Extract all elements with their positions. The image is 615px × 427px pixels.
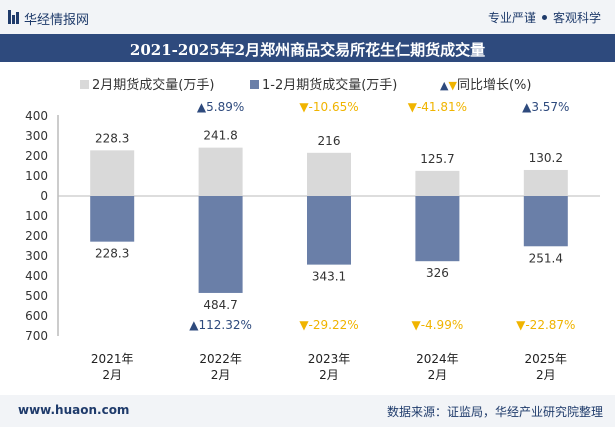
x-tick-label-year: 2025年: [525, 352, 568, 366]
x-tick-label-year: 2023年: [308, 352, 351, 366]
data-label-monthly: 125.7: [420, 152, 454, 166]
y-tick-label: 200: [25, 229, 48, 243]
growth-label-cumulative: ▼-22.87%: [516, 318, 575, 332]
y-tick-label: 300: [25, 129, 48, 143]
bar-monthly: [198, 147, 243, 196]
y-tick-label: 200: [25, 149, 48, 163]
legend-item-monthly: 2月期货成交量(万手): [80, 74, 214, 93]
growth-label-cumulative: ▼-29.22%: [299, 318, 358, 332]
y-tick-label: 100: [25, 169, 48, 183]
legend-label-cumulative: 1-2月期货成交量(万手): [262, 78, 398, 93]
bar-cumulative: [523, 196, 568, 247]
legend-label-growth: 同比增长(%): [456, 78, 532, 93]
data-label-monthly: 216: [318, 134, 341, 148]
growth-label-monthly: ▲5.89%: [197, 100, 244, 114]
slogan-right: 客观科学: [552, 11, 601, 25]
bar-monthly: [415, 170, 460, 196]
y-tick-label: 100: [25, 209, 48, 223]
x-tick-label-year: 2024年: [416, 352, 459, 366]
growth-label-monthly: ▲3.57%: [522, 100, 569, 114]
x-tick-label-month: 2月: [102, 368, 122, 382]
y-tick-label: 400: [25, 269, 48, 283]
bar-cumulative: [90, 196, 135, 242]
bar-cumulative: [198, 196, 243, 293]
y-tick-label: 500: [25, 289, 48, 303]
chart-plot: 400 300 200 100 0 100 200 300 400 500 600 700 228.3 2…: [25, 100, 600, 382]
x-tick-label-month: 2月: [428, 368, 448, 382]
growth-label-cumulative: ▲112.32%: [189, 318, 252, 332]
x-tick-label-month: 2月: [319, 368, 339, 382]
y-tick-label: 400: [25, 109, 48, 123]
data-label-cumulative: 326: [426, 266, 449, 280]
footer-url: www.huaon.com: [18, 403, 130, 417]
x-tick-label-month: 2月: [536, 368, 556, 382]
x-tick-label-month: 2月: [211, 368, 231, 382]
bar-cumulative: [307, 196, 351, 265]
legend-swatch-monthly: [80, 80, 89, 89]
y-tick-label: 300: [25, 249, 48, 263]
data-label-cumulative: 484.7: [203, 298, 237, 312]
data-label-monthly: 241.8: [203, 129, 237, 143]
brand-name: 华经情报网: [24, 13, 90, 28]
data-label-cumulative: 251.4: [529, 251, 563, 265]
triangle-down-icon: ▼: [448, 79, 457, 92]
data-label-monthly: 130.2: [529, 151, 563, 165]
slogan-left: 专业严谨: [487, 11, 536, 25]
legend-label-monthly: 2月期货成交量(万手): [92, 78, 215, 93]
triangle-up-icon: ▲: [440, 79, 449, 92]
growth-label-monthly: ▼-10.65%: [299, 100, 358, 114]
top-banner: 华经情报网 专业严谨 客观科学: [0, 0, 615, 34]
chart-legend: 2月期货成交量(万手) 1-2月期货成交量(万手) ▲▼同比增长(%): [0, 74, 615, 93]
growth-label-monthly: ▼-41.81%: [408, 100, 467, 114]
legend-swatch-cumulative: [250, 80, 259, 89]
chart-title: 2021-2025年2月郑州商品交易所花生仁期货成交量: [129, 41, 486, 59]
x-tick-label-year: 2021年: [91, 352, 134, 366]
y-tick-label: 0: [40, 189, 48, 203]
title-bar: 2021-2025年2月郑州商品交易所花生仁期货成交量: [0, 34, 615, 62]
slogan: 专业严谨 客观科学: [488, 9, 601, 26]
data-label-cumulative: 228.3: [95, 247, 129, 261]
y-tick-label: 700: [25, 329, 48, 343]
legend-item-growth: ▲▼同比增长(%): [440, 74, 531, 93]
brand-logo-icon: [8, 10, 19, 24]
footer-source: 数据来源：证监局，华经产业研究院整理: [386, 405, 603, 419]
y-tick-label: 600: [25, 309, 48, 323]
bar-monthly: [90, 150, 135, 196]
bar-monthly: [307, 152, 351, 196]
growth-label-cumulative: ▼-4.99%: [412, 318, 464, 332]
footer-bar: www.huaon.com 数据来源：证监局，华经产业研究院整理: [0, 395, 615, 427]
x-tick-label-year: 2022年: [199, 352, 242, 366]
bar-cumulative: [415, 196, 460, 262]
data-label-monthly: 228.3: [95, 131, 129, 145]
bar-monthly: [523, 169, 568, 196]
dot-icon: [541, 15, 547, 20]
data-label-cumulative: 343.1: [312, 270, 346, 284]
legend-item-cumulative: 1-2月期货成交量(万手): [250, 74, 397, 93]
